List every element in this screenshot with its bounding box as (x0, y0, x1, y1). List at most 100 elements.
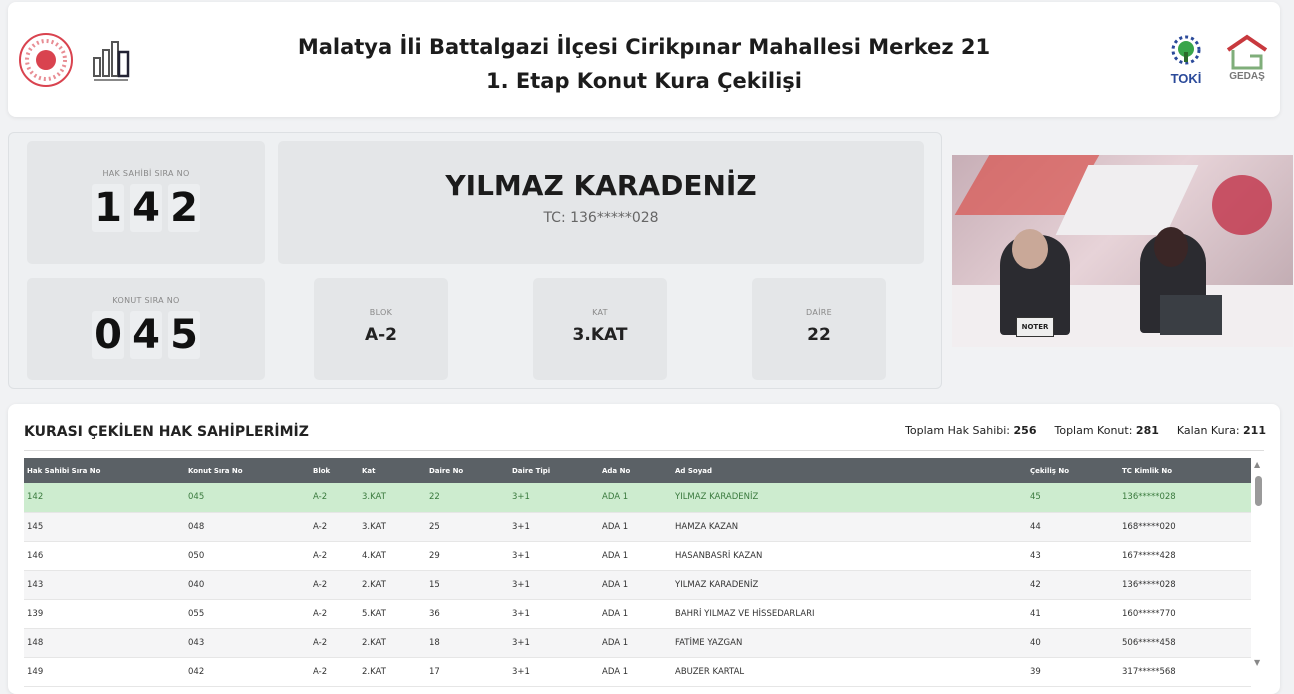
stat-label: Kalan Kura: (1176, 424, 1240, 437)
table-cell: 5.KAT (359, 599, 426, 629)
daire-box: DAİRE 22 (752, 278, 886, 380)
table-cell: 146 (24, 541, 185, 571)
table-cell: 045 (185, 483, 310, 513)
table-cell: 149 (24, 657, 185, 687)
daire-value: 22 (807, 325, 831, 345)
divider (24, 450, 1264, 451)
svg-text:TOKİ: TOKİ (1171, 71, 1202, 86)
column-header: Konut Sıra No (185, 458, 310, 483)
column-header: Kat (359, 458, 426, 483)
table-cell: 25 (426, 512, 509, 542)
table-cell: ADA 1 (599, 483, 672, 513)
ministry-seal-logo (19, 33, 73, 87)
table-cell: A-2 (310, 541, 359, 571)
table-cell: HAMZA KAZAN (672, 512, 1027, 542)
konut-label: KONUT SIRA NO (112, 296, 180, 305)
table-cell: 136*****028 (1119, 483, 1251, 513)
stat-item: Toplam Hak Sahibi: 256 (905, 424, 1036, 437)
column-header: Çekiliş No (1027, 458, 1119, 483)
stat-label: Toplam Hak Sahibi: (905, 424, 1011, 437)
header: Malatya İli Battalgazi İlçesi Cirikpınar… (8, 2, 1280, 117)
winner-name: YILMAZ KARADENİZ (445, 169, 757, 202)
table-cell: 3+1 (509, 483, 599, 513)
stat-value: 256 (1013, 424, 1037, 437)
scroll-down-icon[interactable]: ▼ (1254, 658, 1261, 667)
scroll-thumb[interactable] (1255, 476, 1262, 506)
title-line-2: 1. Etap Konut Kura Çekilişi (486, 69, 802, 93)
table-cell: 2.KAT (359, 570, 426, 600)
table-row[interactable]: 142 045 A-2 3.KAT 22 3+1 ADA 1 YILMAZ KARADENİZ… (24, 483, 1251, 513)
scrollbar[interactable]: ▲ ▼ (1252, 458, 1266, 673)
column-header: Blok (310, 458, 359, 483)
table-cell: ADA 1 (599, 512, 672, 542)
digit: 0 (92, 311, 124, 359)
table-row[interactable]: 148 043 A-2 2.KAT 18 3+1 ADA 1 FATİME YAZGAN 40 5… (24, 628, 1251, 658)
table-cell: A-2 (310, 599, 359, 629)
blok-value: A-2 (364, 325, 398, 345)
table-cell: 42 (1027, 570, 1119, 600)
noter-sign: NOTER (1016, 317, 1054, 337)
table-cell: 145 (24, 512, 185, 542)
results-table: Hak Sahibi Sıra No Konut Sıra No Blok Kat Da… (24, 458, 1251, 687)
stat-item: Toplam Konut: 281 (1054, 424, 1158, 437)
column-header: Ad Soyad (672, 458, 1027, 483)
table-cell: YILMAZ KARADENİZ (672, 483, 1027, 513)
table-cell: 4.KAT (359, 541, 426, 571)
table-cell: 3+1 (509, 628, 599, 658)
winner-name-box: YILMAZ KARADENİZ TC: 136*****028 (278, 141, 924, 264)
kat-value: 3.KAT (572, 325, 628, 345)
table-cell: FATİME YAZGAN (672, 628, 1027, 658)
table-cell: 3+1 (509, 541, 599, 571)
digit: 2 (168, 184, 200, 232)
table-cell: 41 (1027, 599, 1119, 629)
table-row[interactable]: 143 040 A-2 2.KAT 15 3+1 ADA 1 YILMAZ KARADENİZ… (24, 570, 1251, 600)
table-cell: 45 (1027, 483, 1119, 513)
scroll-up-icon[interactable]: ▲ (1254, 460, 1261, 469)
table-row[interactable]: 146 050 A-2 4.KAT 29 3+1 ADA 1 HASANBASRİ KAZAN… (24, 541, 1251, 571)
hak-sahibi-label: HAK SAHİBİ SIRA NO (102, 169, 190, 178)
table-cell: A-2 (310, 483, 359, 513)
table-cell: 042 (185, 657, 310, 687)
table-cell: 048 (185, 512, 310, 542)
table-cell: 139 (24, 599, 185, 629)
table-row[interactable]: 145 048 A-2 3.KAT 25 3+1 ADA 1 HAMZA KAZAN 44 168… (24, 512, 1251, 542)
table-cell: HASANBASRİ KAZAN (672, 541, 1027, 571)
stat-item: Kalan Kura: 211 (1177, 424, 1266, 437)
table-cell: ADA 1 (599, 657, 672, 687)
table-cell: 043 (185, 628, 310, 658)
table-cell: 18 (426, 628, 509, 658)
table-cell: ADA 1 (599, 541, 672, 571)
blok-box: BLOK A-2 (314, 278, 448, 380)
building-logo (93, 41, 130, 81)
table-cell: A-2 (310, 628, 359, 658)
table-cell: 168*****020 (1119, 512, 1251, 542)
table-cell: 3.KAT (359, 512, 426, 542)
title-line-1: Malatya İli Battalgazi İlçesi Cirikpınar… (297, 35, 991, 59)
table-cell: 29 (426, 541, 509, 571)
table-cell: 40 (1027, 628, 1119, 658)
winner-tc: TC: 136*****028 (543, 210, 659, 226)
table-cell: 143 (24, 570, 185, 600)
table-cell: 136*****028 (1119, 570, 1251, 600)
table-cell: A-2 (310, 657, 359, 687)
svg-text:GEDAŞ: GEDAŞ (1229, 71, 1265, 82)
table-cell: YILMAZ KARADENİZ (672, 570, 1027, 600)
daire-label: DAİRE (806, 308, 832, 317)
table-cell: 040 (185, 570, 310, 600)
column-header: Hak Sahibi Sıra No (24, 458, 185, 483)
kat-box: KAT 3.KAT (533, 278, 667, 380)
table-title: KURASI ÇEKİLEN HAK SAHİPLERİMİZ (24, 424, 309, 440)
table-row[interactable]: 149 042 A-2 2.KAT 17 3+1 ADA 1 ABUZER KARTAL 39 3… (24, 657, 1251, 687)
column-header: Ada No (599, 458, 672, 483)
table-cell: ADA 1 (599, 570, 672, 600)
table-cell: 2.KAT (359, 657, 426, 687)
table-cell: 3+1 (509, 512, 599, 542)
column-header: Daire No (426, 458, 509, 483)
table-cell: 142 (24, 483, 185, 513)
digit: 5 (168, 311, 200, 359)
table-cell: 050 (185, 541, 310, 571)
table-cell: 3+1 (509, 657, 599, 687)
column-header: TC Kimlik No (1119, 458, 1251, 483)
table-row[interactable]: 139 055 A-2 5.KAT 36 3+1 ADA 1 BAHRİ YILMAZ VE … (24, 599, 1251, 629)
column-header: Daire Tipi (509, 458, 599, 483)
